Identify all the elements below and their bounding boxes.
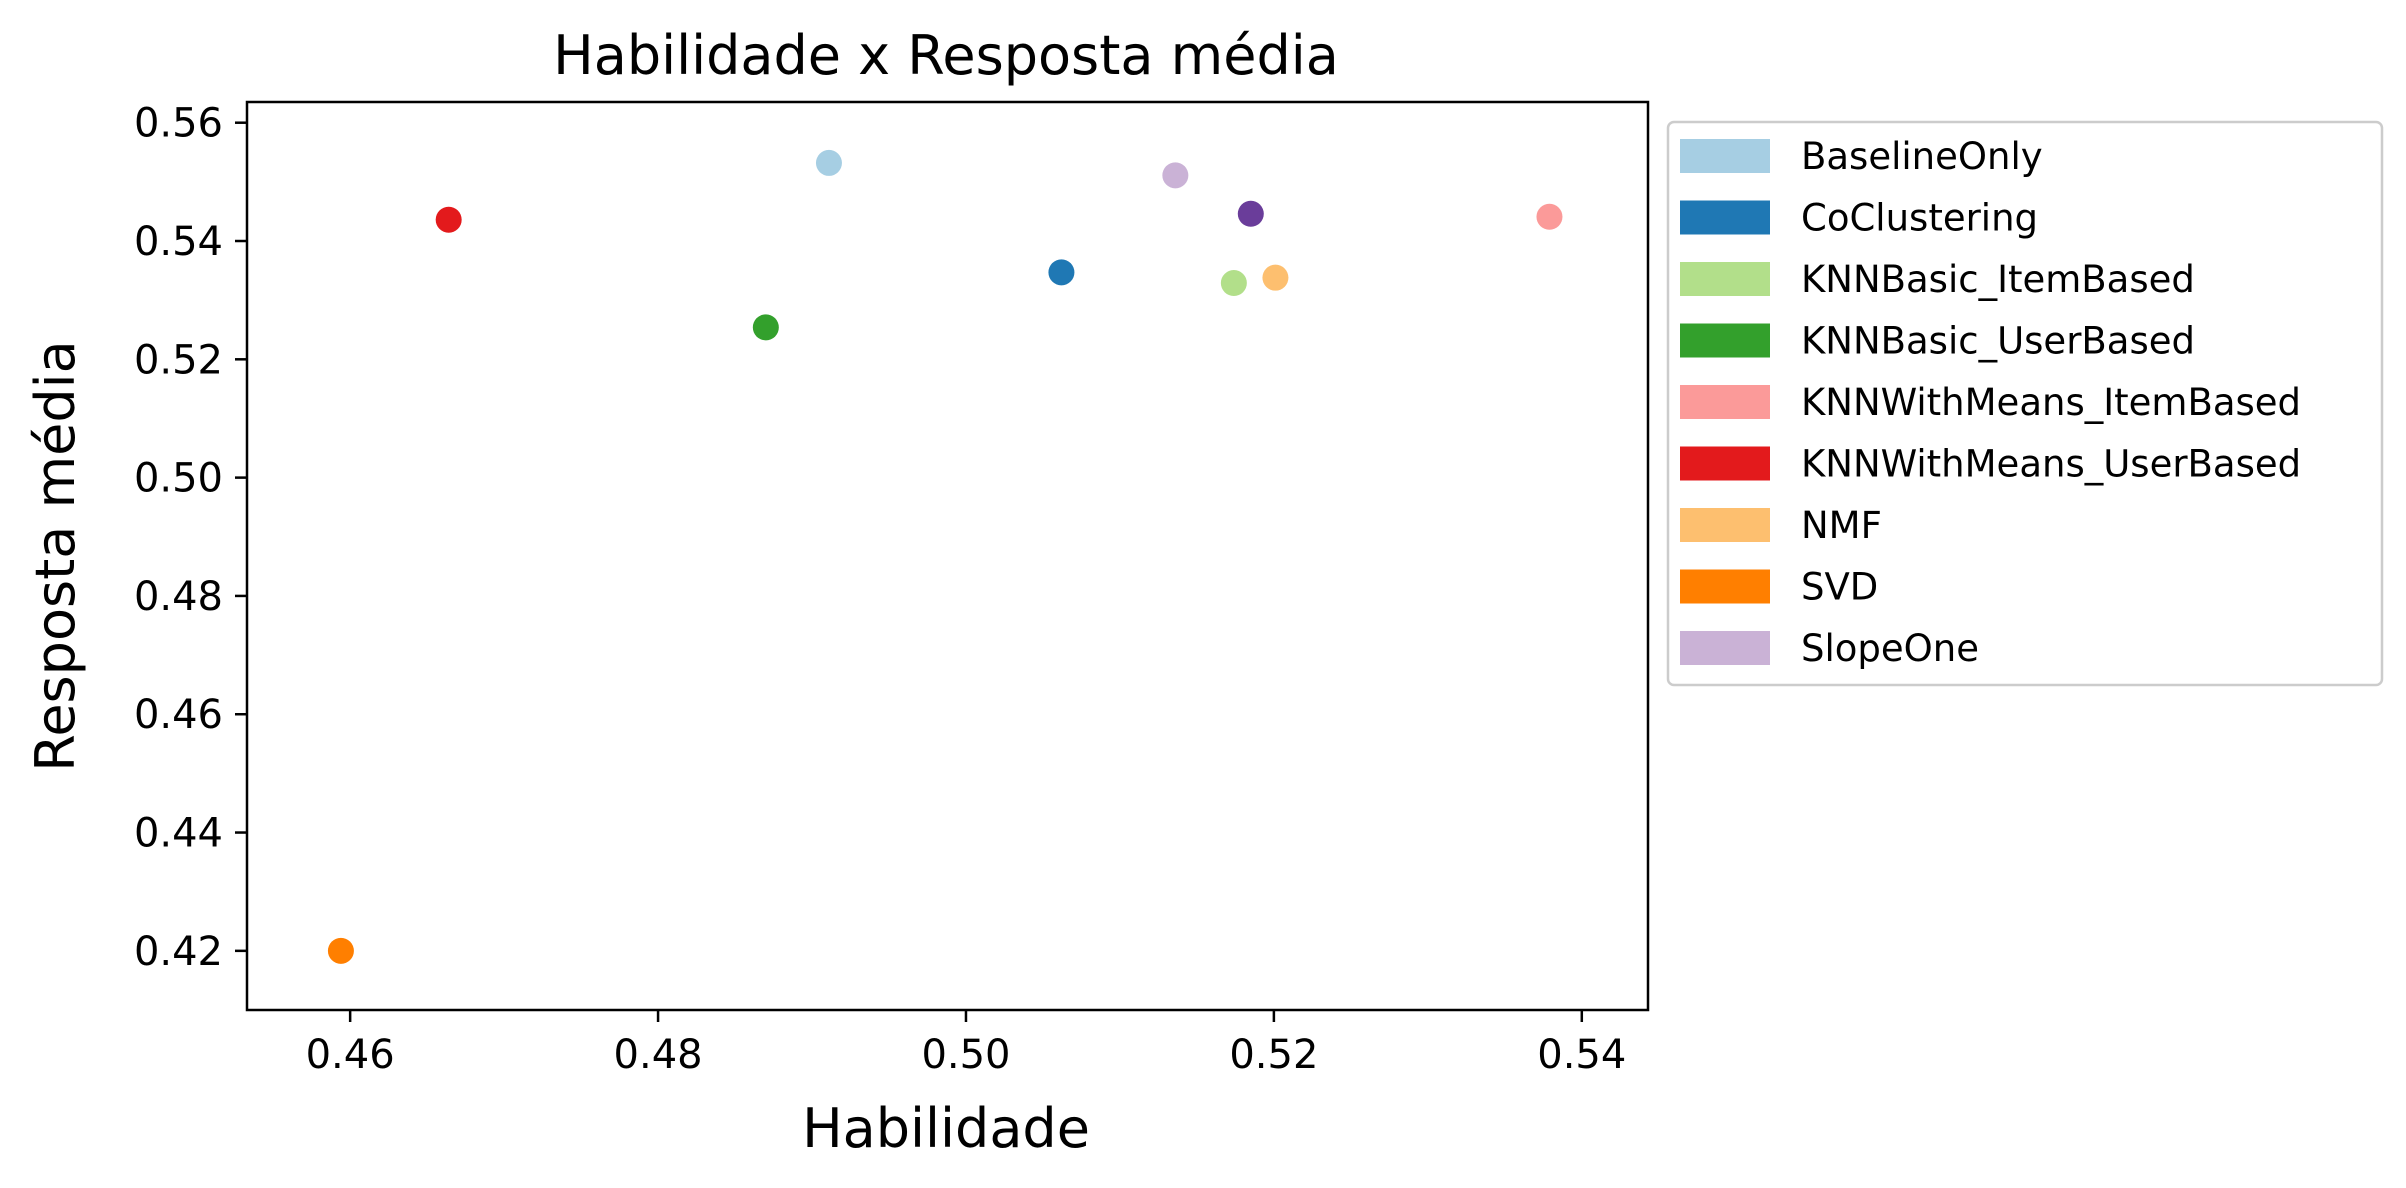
y-tick-label: 0.42 <box>134 929 223 975</box>
data-point <box>752 314 779 341</box>
legend-label: NMF <box>1801 504 1882 547</box>
chart-title: Habilidade x Resposta média <box>553 24 1339 87</box>
y-axis-label: Resposta média <box>24 340 87 772</box>
legend-label: KNNBasic_UserBased <box>1801 320 2195 363</box>
data-point <box>1262 264 1289 291</box>
plot-frame <box>245 100 1650 1012</box>
legend-swatch <box>1680 262 1770 296</box>
y-tick-label: 0.44 <box>134 811 223 857</box>
legend-label: KNNBasic_ItemBased <box>1801 258 2195 301</box>
legend-swatch <box>1680 446 1770 481</box>
y-axis-ticks: 0.42 0.44 0.46 0.48 0.50 0.52 0.54 0.56 <box>134 101 247 975</box>
x-tick-label: 0.54 <box>1537 1032 1626 1078</box>
data-point <box>815 149 842 176</box>
legend-label: BaselineOnly <box>1801 135 2043 178</box>
legend-swatch <box>1680 200 1770 235</box>
legend-swatch <box>1680 385 1770 419</box>
y-tick-label: 0.54 <box>134 219 223 265</box>
x-tick-label: 0.50 <box>921 1032 1010 1078</box>
data-points <box>327 149 1563 964</box>
legend-swatch <box>1680 508 1770 542</box>
data-point <box>1162 162 1189 189</box>
legend-swatch <box>1680 139 1770 173</box>
x-axis-ticks: 0.46 0.48 0.50 0.52 0.54 <box>306 1010 1626 1078</box>
legend-label: KNNWithMeans_UserBased <box>1801 443 2301 486</box>
y-tick-label: 0.46 <box>134 692 223 738</box>
legend-label: KNNWithMeans_ItemBased <box>1801 381 2301 424</box>
x-tick-label: 0.46 <box>306 1032 395 1078</box>
legend-label: SlopeOne <box>1801 627 1979 670</box>
data-point <box>1220 270 1247 297</box>
data-point <box>1237 200 1264 227</box>
data-point <box>435 206 462 233</box>
data-point <box>327 937 354 964</box>
legend-swatch <box>1680 323 1770 358</box>
y-tick-label: 0.50 <box>134 456 223 502</box>
data-point <box>1536 203 1563 230</box>
x-axis-label: Habilidade <box>802 1097 1090 1160</box>
legend-label: CoClustering <box>1801 197 2038 240</box>
legend-swatch <box>1680 631 1770 665</box>
y-tick-label: 0.52 <box>134 337 223 383</box>
data-point <box>1048 259 1075 286</box>
legend-label: SVD <box>1801 566 1878 609</box>
x-tick-label: 0.48 <box>614 1032 703 1078</box>
legend-frame <box>1666 120 2384 687</box>
legend-swatch <box>1680 569 1770 604</box>
x-tick-label: 0.52 <box>1229 1032 1318 1078</box>
plot-area <box>245 100 1650 1012</box>
y-tick-label: 0.48 <box>134 574 223 620</box>
legend: BaselineOnly CoClustering KNNBasic_ItemBas… <box>1666 120 2384 687</box>
y-tick-label: 0.56 <box>134 101 223 147</box>
